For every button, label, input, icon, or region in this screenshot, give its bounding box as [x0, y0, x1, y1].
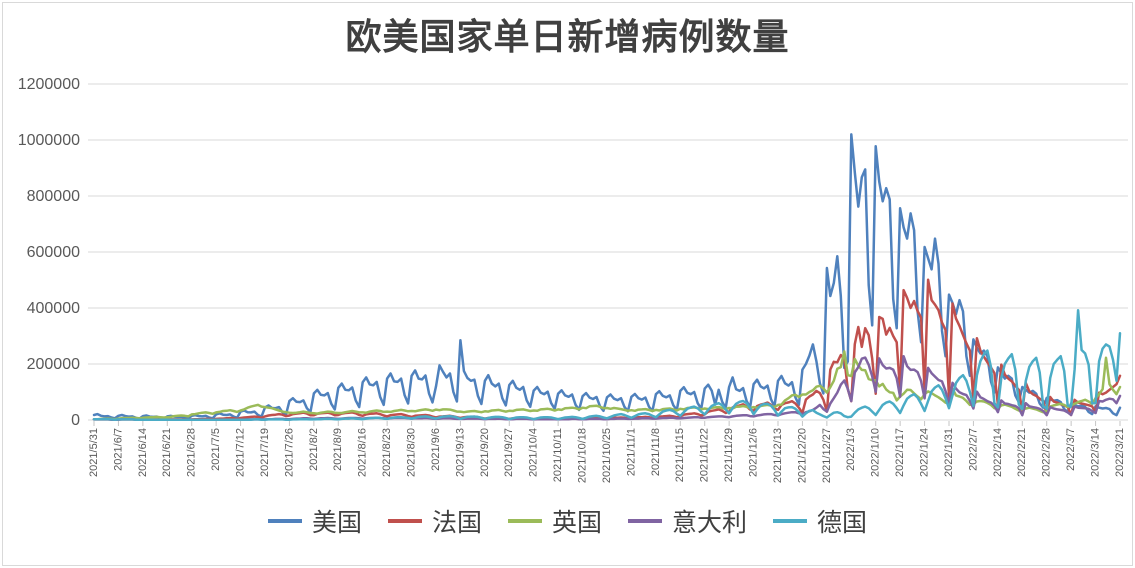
- x-axis-label: 2022/2/7: [967, 428, 979, 471]
- y-axis-label: 400000: [27, 300, 80, 317]
- x-axis-label: 2021/7/12: [234, 428, 246, 477]
- series-line-usa[interactable]: [92, 133, 1122, 421]
- x-axis-label: 2021/8/23: [381, 428, 393, 477]
- y-axis-label: 200000: [27, 356, 80, 373]
- x-axis-label: 2021/9/27: [503, 428, 515, 477]
- x-axis-label: 2021/10/4: [528, 428, 540, 477]
- x-axis-label: 2022/1/3: [845, 428, 857, 471]
- x-axis-label: 2021/8/9: [332, 428, 344, 471]
- x-axis-label: 2022/3/14: [1089, 428, 1101, 477]
- x-axis-label: 2021/6/7: [112, 428, 124, 471]
- x-axis-label: 2021/11/8: [650, 428, 662, 476]
- x-axis-label: 2021/6/28: [186, 428, 198, 477]
- x-axis-label: 2022/1/31: [943, 428, 955, 477]
- x-axis-label: 2021/5/31: [88, 428, 100, 477]
- x-axis-label: 2021/12/27: [821, 428, 833, 483]
- legend-item-france[interactable]: 法国: [387, 503, 482, 539]
- x-axis-label: 2022/3/21: [1114, 428, 1126, 477]
- legend-item-usa[interactable]: 美国: [267, 503, 362, 539]
- legend-item-uk[interactable]: 英国: [507, 503, 602, 539]
- x-axis-label: 2021/7/26: [283, 428, 295, 477]
- x-axis-label: 2021/8/30: [405, 428, 417, 477]
- x-axis-label: 2022/2/28: [1041, 428, 1053, 477]
- x-axis-label: 2021/9/13: [454, 428, 466, 477]
- legend-marker-france: [387, 519, 422, 523]
- x-axis-label: 2021/8/16: [357, 428, 369, 477]
- x-axis-label: 2021/11/15: [674, 428, 686, 482]
- legend-label-italy: 意大利: [672, 508, 748, 537]
- x-axis-label: 2021/12/13: [772, 428, 784, 483]
- x-axis-label: 2022/1/17: [894, 428, 906, 477]
- legend-marker-germany: [773, 519, 808, 523]
- chart-title: 欧美国家单日新增病例数量: [345, 16, 790, 58]
- legend-label-usa: 美国: [311, 508, 362, 537]
- legend-label-germany: 德国: [817, 508, 868, 537]
- x-axis-label: 2021/9/20: [479, 428, 491, 477]
- x-axis-label: 2021/7/19: [259, 428, 271, 477]
- x-axis-label: 2021/12/6: [747, 428, 759, 477]
- legend-marker-italy: [628, 519, 662, 523]
- x-axis-label: 2021/10/11: [552, 428, 564, 482]
- series-line-germany[interactable]: [92, 308, 1122, 421]
- x-axis-label: 2022/1/10: [870, 428, 882, 477]
- x-axis-label: 2021/12/20: [796, 428, 808, 483]
- x-axis-label: 2022/1/24: [918, 428, 930, 477]
- x-axis-label: 2021/10/25: [601, 428, 613, 483]
- x-axis-label: 2021/6/21: [161, 428, 173, 477]
- y-axis-label: 0: [71, 412, 80, 429]
- x-axis-label: 2021/11/1: [625, 428, 637, 476]
- series-line-italy[interactable]: [92, 354, 1122, 421]
- legend-marker-usa: [267, 519, 302, 523]
- x-axis-label: 2021/8/2: [308, 428, 320, 471]
- x-axis-label: 2021/11/22: [699, 428, 711, 482]
- x-axis-label: 2021/10/18: [576, 428, 588, 483]
- x-axis-label: 2022/3/7: [1065, 428, 1077, 471]
- legend-item-italy[interactable]: 意大利: [628, 503, 747, 539]
- legend-item-germany[interactable]: 德国: [773, 503, 867, 539]
- x-axis-label: 2021/9/6: [430, 428, 442, 471]
- y-axis-label: 600000: [27, 244, 80, 261]
- x-axis-label: 2022/2/21: [1016, 428, 1028, 477]
- chart-legend: 美国 法国 英国 意大利 德国: [0, 503, 1135, 539]
- y-axis-label: 1200000: [18, 76, 80, 93]
- y-axis-label: 800000: [27, 188, 80, 205]
- x-axis-label: 2021/11/29: [723, 428, 735, 482]
- legend-label-france: 法国: [431, 508, 482, 537]
- y-axis-label: 1000000: [18, 132, 80, 149]
- legend-label-uk: 英国: [551, 508, 602, 537]
- x-axis-label: 2021/7/5: [210, 428, 222, 471]
- legend-marker-uk: [507, 519, 542, 523]
- x-axis-label: 2022/2/14: [992, 428, 1004, 477]
- x-axis-label: 2021/6/14: [137, 428, 149, 477]
